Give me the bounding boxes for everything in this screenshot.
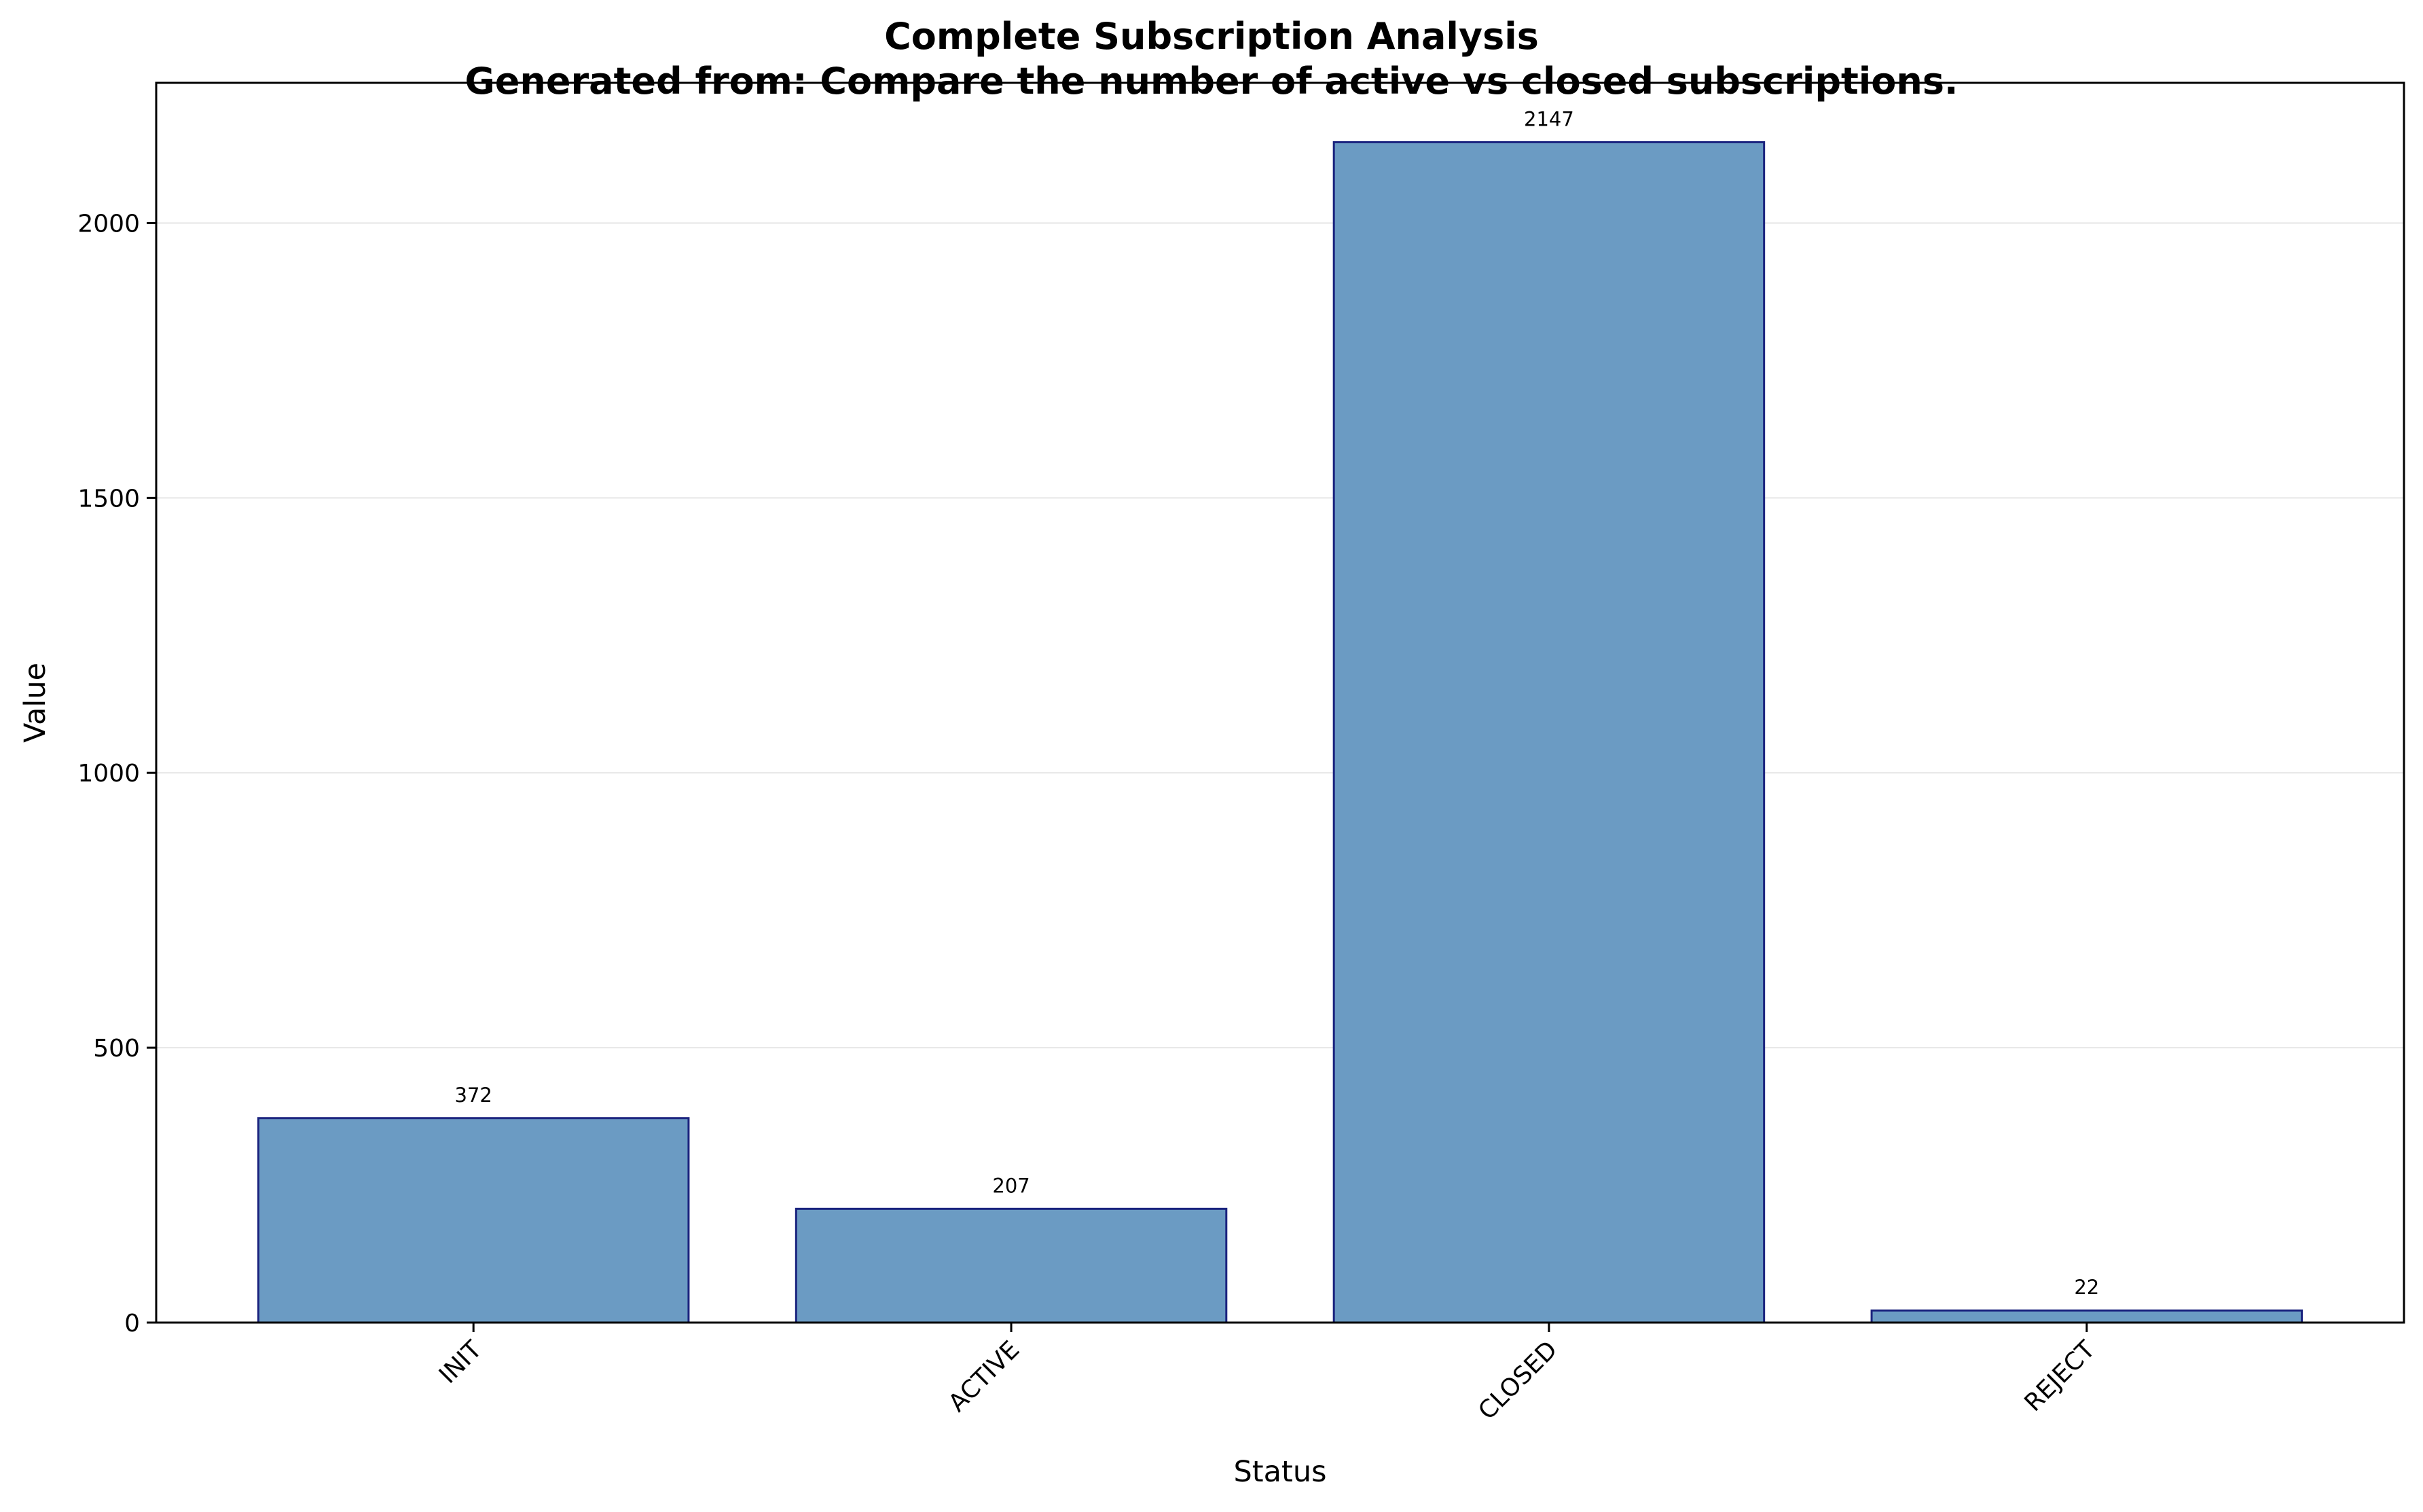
plot-frame: [155, 81, 2405, 1324]
chart-title: Complete Subscription Analysis: [884, 15, 1539, 58]
x-tick-label: CLOSED: [1473, 1335, 1563, 1425]
data-labels: 372 207 2147 22: [455, 107, 2100, 1299]
y-tick-label: 2000: [77, 210, 140, 238]
data-label-init: 372: [455, 1084, 492, 1107]
data-label-reject: 22: [2074, 1276, 2099, 1299]
bar-init: [257, 1117, 690, 1324]
y-tick-label: 1500: [77, 485, 140, 513]
y-tick-label: 500: [93, 1035, 140, 1063]
bar-reject: [1870, 1309, 2303, 1324]
data-label-closed: 2147: [1524, 107, 1574, 130]
y-tick-label: 0: [124, 1310, 140, 1338]
chart-subtitle: Generated from: Compare the number of ac…: [464, 60, 1958, 103]
x-tick-label: REJECT: [2019, 1335, 2100, 1417]
x-tick-label: ACTIVE: [943, 1335, 1025, 1417]
y-axis-label: Value: [18, 663, 52, 743]
bars: [257, 141, 2303, 1324]
y-tick-label: 1000: [77, 760, 140, 788]
data-label-active: 207: [992, 1174, 1030, 1197]
bar-closed: [1332, 141, 1766, 1324]
x-tick-label: INIT: [434, 1335, 488, 1389]
bar-active: [795, 1207, 1228, 1324]
x-axis-label: Status: [1233, 1455, 1326, 1489]
